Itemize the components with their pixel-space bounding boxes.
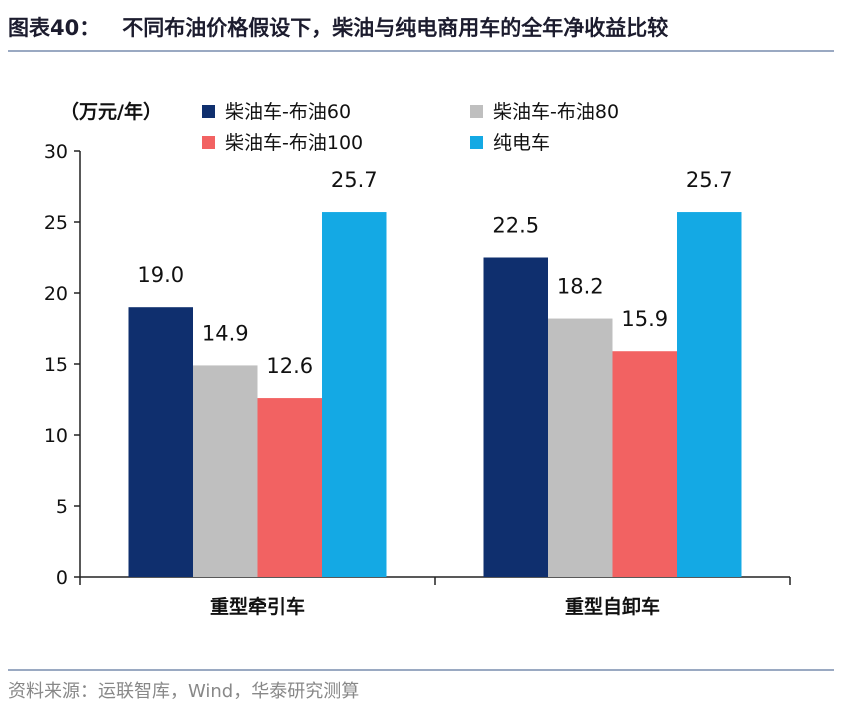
y-tick-label: 10 bbox=[44, 425, 68, 447]
data-label: 12.6 bbox=[266, 354, 313, 378]
y-tick-label: 25 bbox=[44, 212, 68, 234]
bar bbox=[483, 257, 548, 577]
top-divider bbox=[8, 50, 834, 52]
bar bbox=[677, 212, 742, 577]
chart-title: 图表40： 不同布油价格假设下，柴油与纯电商用车的全年净收益比较 bbox=[8, 12, 668, 44]
bar bbox=[322, 212, 387, 577]
category-label: 重型牵引车 bbox=[210, 595, 305, 618]
data-label: 22.5 bbox=[492, 214, 539, 238]
y-tick-label: 5 bbox=[56, 496, 68, 518]
bar bbox=[193, 365, 258, 577]
data-label: 19.0 bbox=[137, 263, 184, 287]
legend-label: 柴油车-布油60 bbox=[225, 101, 351, 123]
y-tick-label: 0 bbox=[56, 567, 68, 589]
y-axis-unit: （万元/年） bbox=[60, 100, 162, 123]
legend-label: 纯电车 bbox=[493, 132, 550, 154]
legend-swatch bbox=[202, 136, 215, 149]
figure-number: 图表40： bbox=[8, 16, 101, 40]
data-label: 15.9 bbox=[621, 307, 668, 331]
data-label: 18.2 bbox=[557, 275, 604, 299]
legend-swatch bbox=[202, 105, 215, 118]
y-tick-label: 20 bbox=[44, 283, 68, 305]
bar bbox=[612, 351, 677, 577]
bar bbox=[257, 398, 322, 577]
legend-swatch bbox=[470, 136, 483, 149]
bar bbox=[128, 307, 193, 577]
data-label: 25.7 bbox=[331, 168, 378, 192]
y-tick-label: 30 bbox=[44, 141, 68, 163]
legend-swatch bbox=[470, 105, 483, 118]
legend-label: 柴油车-布油100 bbox=[225, 132, 363, 154]
bar bbox=[548, 318, 613, 577]
title-text: 不同布油价格假设下，柴油与纯电商用车的全年净收益比较 bbox=[122, 16, 669, 40]
y-tick-label: 15 bbox=[44, 354, 68, 376]
data-label: 25.7 bbox=[686, 168, 733, 192]
category-label: 重型自卸车 bbox=[565, 595, 660, 618]
bottom-divider bbox=[8, 669, 834, 671]
bar-chart: （万元/年） 0 5 10 15 20 25 30 19.0 14.9 12.6 25.7 重型牵引车 2… bbox=[44, 100, 791, 618]
legend-label: 柴油车-布油80 bbox=[493, 101, 619, 123]
source-note: 资料来源：运联智库，Wind，华泰研究测算 bbox=[8, 681, 360, 702]
data-label: 14.9 bbox=[202, 321, 249, 345]
